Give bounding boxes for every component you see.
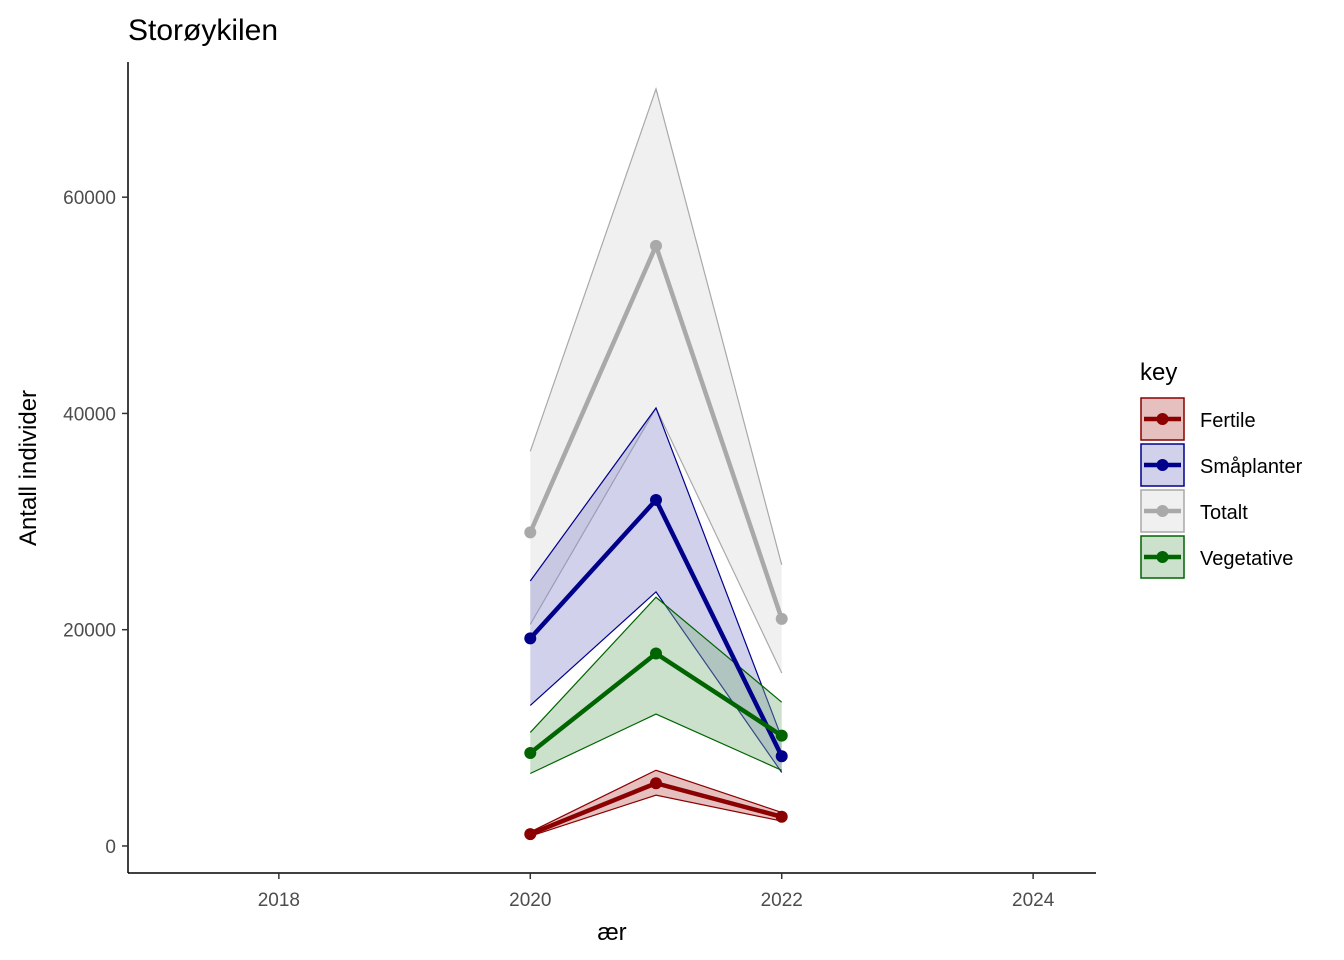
legend-item-vegetative: Vegetative (1140, 535, 1293, 579)
legend-point-fertile (1156, 413, 1169, 425)
point-vegetative-2020 (524, 746, 537, 759)
x-axis-title: ær (597, 919, 626, 946)
y-axis-title: Antall individer (15, 390, 42, 546)
legend-item-fertile: Fertile (1140, 397, 1256, 441)
legend-point-totalt (1156, 505, 1169, 517)
y-tick-label: 40000 (63, 404, 116, 425)
point-smaplanter-2021 (650, 493, 662, 506)
chart-title: Storøykilen (128, 14, 278, 47)
confidence-bands (529, 86, 783, 837)
point-smaplanter-2020 (524, 632, 537, 645)
band-upper-fertile (530, 769, 782, 833)
point-fertile-2022 (775, 810, 788, 823)
y-axis-ticks: 0 20000 40000 60000 (63, 188, 128, 858)
band-upper-smaplanter (529, 406, 783, 739)
point-vegetative-2021 (650, 647, 662, 660)
point-vegetative-2022 (775, 729, 788, 742)
x-tick-label: 2022 (761, 890, 803, 911)
legend-item-totalt: Totalt (1140, 489, 1248, 533)
legend-item-smaplanter: Småplanter (1140, 443, 1303, 487)
point-totalt-2022 (775, 612, 788, 625)
y-tick-label: 60000 (63, 188, 116, 209)
legend-label-totalt: Totalt (1200, 502, 1248, 524)
x-tick-label: 2020 (509, 890, 551, 911)
legend-point-vegetative (1156, 551, 1169, 563)
point-fertile-2021 (650, 777, 662, 790)
point-smaplanter-2022 (775, 750, 788, 763)
legend-title: key (1140, 359, 1177, 386)
legend: Fertile Småplanter Totalt Vegetative (1140, 397, 1303, 579)
band-vegetative (530, 597, 782, 774)
legend-label-smaplanter: Småplanter (1200, 456, 1303, 478)
legend-point-smaplanter (1156, 459, 1169, 471)
band-upper-totalt (529, 86, 783, 565)
point-fertile-2020 (524, 828, 537, 841)
y-tick-label: 0 (105, 837, 116, 858)
y-tick-label: 20000 (63, 621, 116, 642)
band-lower-vegetative (530, 713, 782, 775)
series-points (524, 239, 788, 841)
point-totalt-2020 (524, 526, 537, 539)
point-totalt-2021 (650, 239, 662, 252)
legend-label-fertile: Fertile (1200, 410, 1256, 432)
x-axis-ticks: 2018 2020 2022 2024 (258, 873, 1055, 911)
x-tick-label: 2018 (258, 890, 300, 911)
band-totalt (530, 89, 782, 673)
legend-label-vegetative: Vegetative (1200, 548, 1293, 570)
band-lower-fertile (530, 794, 782, 837)
x-tick-label: 2024 (1012, 890, 1055, 911)
band-lower-smaplanter (529, 590, 783, 773)
